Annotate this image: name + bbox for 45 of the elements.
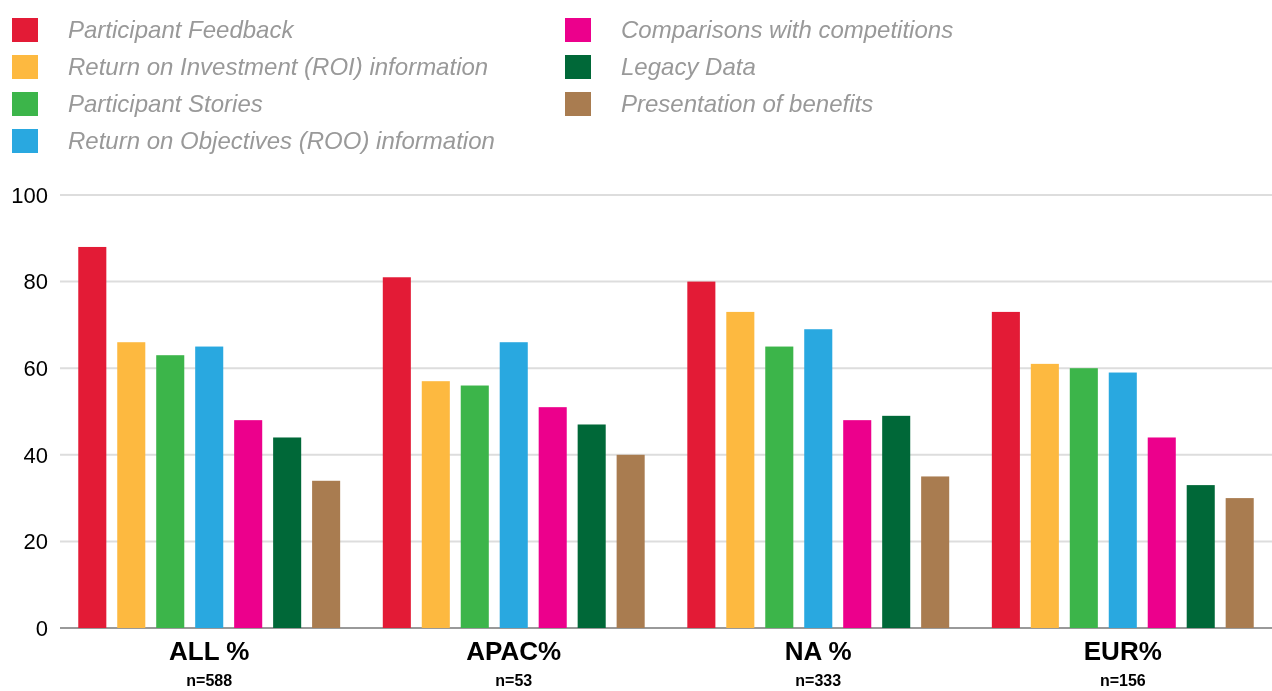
bar	[843, 420, 872, 628]
x-tick-label: EUR% n=156	[1083, 636, 1162, 689]
bar	[1225, 498, 1254, 628]
y-tick-label: 20	[23, 529, 48, 555]
bar	[804, 329, 833, 628]
bar	[156, 355, 185, 628]
x-tick-label: NA % n=333	[784, 636, 852, 689]
bar	[991, 311, 1020, 628]
bar	[117, 342, 146, 628]
y-tick-label: 0	[35, 615, 48, 641]
x-tick-label: APAC% n=53	[466, 636, 562, 689]
bar	[1186, 485, 1215, 628]
x-tick-label: ALL % n=588	[169, 636, 250, 689]
legend-label: Presentation of benefits	[621, 90, 874, 117]
bar	[1030, 363, 1059, 628]
bar	[1147, 437, 1176, 628]
y-tick-label: 80	[23, 269, 48, 295]
legend-label: Participant Stories	[68, 90, 263, 117]
bar	[195, 346, 224, 628]
legend-label: Comparisons with competitions	[621, 16, 954, 43]
bar	[382, 277, 411, 628]
y-tick-label: 60	[23, 355, 48, 381]
bar	[499, 342, 528, 628]
bar	[577, 424, 606, 628]
bar	[460, 385, 489, 628]
legend-label: Return on Objectives (ROO) information	[68, 127, 495, 154]
bar	[882, 415, 911, 628]
y-tick-label: 100	[11, 182, 48, 208]
legend-label: Participant Feedback	[68, 16, 296, 43]
bar	[616, 454, 645, 628]
bar	[726, 311, 755, 628]
bar	[921, 476, 950, 628]
legend-label: Legacy Data	[621, 53, 756, 80]
y-tick-label: 40	[23, 442, 48, 468]
bar	[538, 407, 567, 628]
bar	[78, 246, 107, 628]
bar	[421, 381, 450, 628]
bar	[1069, 368, 1098, 628]
bar	[273, 437, 302, 628]
bar	[1108, 372, 1137, 628]
bar	[312, 480, 341, 628]
bar	[765, 346, 794, 628]
bar	[234, 420, 263, 628]
legend-label: Return on Investment (ROI) information	[68, 53, 489, 80]
bar	[687, 281, 716, 628]
